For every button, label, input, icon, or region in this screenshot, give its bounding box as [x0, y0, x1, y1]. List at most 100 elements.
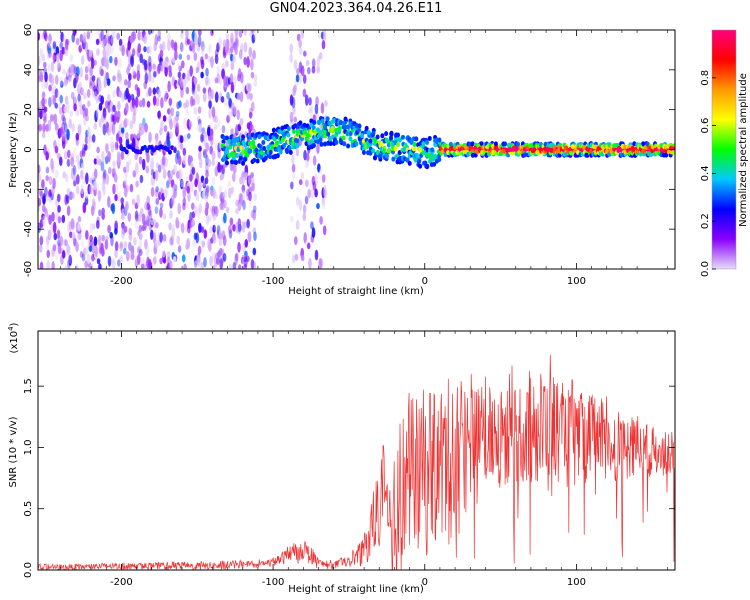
x-tick-label: -100	[262, 577, 285, 588]
spectrogram-cell	[48, 195, 53, 204]
spectrogram-cell	[94, 110, 98, 123]
colorbar-tick-label: 0.2	[700, 213, 711, 229]
x-tick-label: 100	[567, 577, 586, 588]
spectrogram-cell	[75, 37, 80, 46]
spectrogram-cell	[178, 169, 182, 181]
spectrogram-cell	[308, 257, 312, 269]
spectrogram-cell	[159, 232, 163, 243]
spectrogram-cell	[198, 30, 202, 37]
spectrogram-cell	[41, 80, 46, 90]
spectrogram-cell	[80, 87, 84, 96]
spectrogram-cell	[66, 187, 71, 196]
spectrogram-cell	[125, 250, 130, 262]
spectrogram-cell	[140, 256, 145, 269]
spectrogram-cell	[493, 141, 498, 147]
spectrogram-cell	[248, 199, 253, 209]
spectrogram-cell	[50, 61, 55, 73]
spectrogram-cell	[375, 134, 380, 140]
spectrogram-cell	[205, 67, 209, 77]
spectrogram-cell	[90, 57, 95, 70]
spectrogram-cell	[228, 224, 233, 234]
spectrogram-cell	[251, 182, 255, 192]
colorbar-tick-label: 0.4	[700, 165, 711, 181]
spectrogram-cell	[311, 227, 316, 239]
spectrogram-cell	[41, 179, 45, 189]
spectrogram-cell	[127, 40, 131, 51]
spectrogram-cell	[77, 93, 81, 102]
x-tick-label: 0	[422, 577, 428, 588]
spectrogram-cell	[193, 77, 198, 86]
spectrogram-cell	[214, 115, 219, 124]
spectrogram-cell	[223, 212, 227, 224]
spectrogram-cell	[168, 70, 173, 78]
spectrogram-cell	[293, 236, 298, 245]
spectrogram-cell	[56, 153, 61, 160]
spectrogram-cell	[66, 158, 71, 167]
spectrogram-cell	[186, 54, 191, 61]
spectrogram-cell	[84, 107, 89, 117]
spectrogram-cell	[251, 34, 256, 44]
colorbar-tick-label: 0.6	[700, 118, 711, 134]
spectrogram-cell	[302, 122, 307, 128]
spectrogram-cell	[322, 225, 327, 236]
spectrogram-cell	[96, 219, 100, 230]
spectrogram-cell	[124, 200, 129, 208]
snr-x-ticks: -200 -100 0 100	[60, 331, 668, 588]
spectrogram-cell	[80, 169, 84, 180]
spectrogram-cell	[262, 145, 267, 151]
spectrogram-cell	[253, 193, 257, 202]
spectrogram-cell	[360, 133, 365, 139]
spectrogram-cell	[287, 145, 292, 151]
spectrogram-cell	[239, 117, 243, 127]
spectrogram-cell	[290, 181, 294, 190]
spectrogram-cell	[247, 231, 252, 243]
spectrogram-cell	[209, 226, 213, 235]
spectrogram-cell	[216, 73, 221, 84]
spectrogram-cell	[101, 207, 105, 216]
spectrogram-cell	[72, 180, 77, 187]
spectrogram-cell	[395, 142, 400, 148]
spectrogram-cell	[143, 220, 147, 231]
spectrogram-cell	[238, 155, 243, 161]
spectrogram-cell	[584, 152, 589, 158]
spectrogram-cell	[52, 244, 57, 252]
spectrogram-cell	[332, 118, 337, 124]
spectrogram-cell	[214, 222, 218, 232]
y-tick-label: -20	[23, 181, 34, 197]
spectrogram-cell	[218, 229, 223, 239]
spectrogram-cell	[248, 148, 253, 154]
spectrogram-cell	[208, 43, 212, 54]
spectrogram-cell	[248, 46, 253, 58]
spectrogram-cell	[54, 145, 59, 154]
spectrogram-cell	[296, 68, 300, 75]
spectrogram-cell	[230, 128, 234, 136]
spectrogram-cell	[398, 137, 403, 143]
spectrogram-cell	[318, 168, 323, 181]
spectrogram-cell	[172, 256, 177, 263]
spectrogram-cell	[155, 162, 160, 169]
spectrogram-cell	[114, 56, 118, 66]
spectrogram-cell	[39, 234, 44, 246]
spectrogram-cell	[221, 164, 226, 175]
spectrogram-cell	[330, 126, 335, 132]
spectrogram-cell	[84, 260, 89, 269]
spectrogram-cell	[229, 73, 234, 84]
spectrogram-cell	[45, 151, 49, 161]
spectrogram-cell	[154, 188, 159, 198]
spectrogram-cell	[93, 85, 97, 92]
spectrogram-cell	[309, 107, 314, 119]
spectrogram-cell	[380, 133, 385, 139]
spectrogram-cell	[98, 102, 103, 111]
spectrogram-cell	[112, 160, 116, 168]
spectrogram-cell	[214, 91, 219, 103]
spectrogram-cell	[147, 63, 152, 73]
spectrogram-cell	[86, 30, 91, 40]
spectrogram-cell	[148, 87, 152, 97]
spectrogram-cell	[295, 74, 300, 83]
spectrogram-cell	[664, 152, 669, 158]
spectrogram-cell	[188, 120, 193, 129]
spectrogram-cell	[250, 172, 254, 179]
spectrogram-cell	[321, 198, 326, 210]
spectrogram-cell	[221, 125, 226, 134]
spectrogram-cell	[322, 141, 327, 147]
